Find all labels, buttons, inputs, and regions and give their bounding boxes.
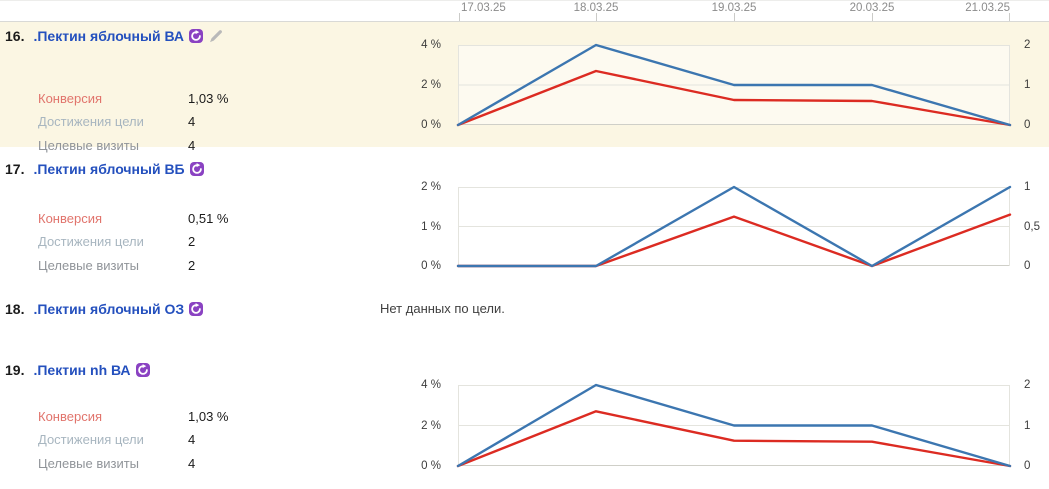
axis-tick bbox=[596, 13, 597, 21]
axis-tick bbox=[459, 13, 460, 21]
y-axis-tick-left: 0 % bbox=[421, 119, 441, 131]
y-axis-tick-right: 1 bbox=[1024, 79, 1031, 91]
goal-number: 16. bbox=[5, 27, 25, 44]
header-divider bbox=[0, 21, 1049, 22]
goal-link[interactable]: .Пектин яблочный ВБ bbox=[33, 160, 185, 177]
goal-number: 19. bbox=[5, 361, 25, 378]
axis-tick bbox=[734, 13, 735, 21]
y-axis-tick-right: 0 bbox=[1024, 460, 1031, 472]
y-axis-tick-left: 1 % bbox=[421, 220, 441, 233]
y-axis-tick-right: 0 bbox=[1024, 260, 1031, 272]
metric-value-goal-reaches: 2 bbox=[188, 234, 196, 249]
y-axis-tick-left: 0 % bbox=[421, 460, 441, 472]
goal-link[interactable]: .Пектин яблочный ВА bbox=[33, 27, 184, 44]
metric-label-goal-reaches: Достижения цели bbox=[38, 432, 144, 447]
edit-goal-icon[interactable] bbox=[209, 29, 223, 43]
goal-link[interactable]: .Пектин яблочный ОЗ bbox=[33, 300, 185, 317]
metric-label-goal-visits: Целевые визиты bbox=[38, 258, 140, 273]
y-axis-tick-right: 1 bbox=[1024, 419, 1031, 432]
y-axis-tick-right: 0,5 bbox=[1024, 220, 1040, 233]
y-axis-tick-left: 4 % bbox=[421, 379, 441, 391]
metric-value-goal-visits: 2 bbox=[188, 258, 196, 273]
metric-value-goal-reaches: 4 bbox=[188, 432, 196, 447]
retargeting-icon bbox=[188, 28, 203, 43]
date-label: 18.03.25 bbox=[573, 2, 619, 14]
y-axis-tick-left: 2 % bbox=[421, 181, 441, 193]
date-axis: 17.03.25 18.03.25 19.03.25 20.03.25 21.0… bbox=[0, 0, 1049, 21]
y-axis-tick-left: 2 % bbox=[421, 79, 441, 91]
no-data-message: Нет данных по цели. bbox=[380, 301, 505, 316]
metric-label-conversion: Конверсия bbox=[38, 211, 103, 226]
retargeting-icon bbox=[135, 362, 150, 377]
metric-label-conversion: Конверсия bbox=[38, 91, 103, 106]
y-axis-tick-right: 2 bbox=[1024, 39, 1031, 51]
metric-value-goal-visits: 4 bbox=[188, 138, 196, 153]
metric-value-conversion: 1,03 % bbox=[188, 409, 229, 424]
goal-number: 18. bbox=[5, 300, 25, 317]
goal-row-18: 18. .Пектин яблочный ОЗ Нет данных по це… bbox=[0, 282, 1049, 355]
goal-chart: 2 % 1 % 0 % 1 0,5 0 bbox=[421, 181, 1040, 272]
goal-row-17: 17. .Пектин яблочный ВБ Конверсия 0,51 %… bbox=[0, 147, 1049, 282]
y-axis-tick-left: 2 % bbox=[421, 419, 441, 432]
date-label: 21.03.25 bbox=[965, 2, 1010, 14]
goal-row-16: 16. .Пектин яблочный ВА Конверсия 1,03 %… bbox=[0, 22, 1049, 153]
metric-label-goal-reaches: Достижения цели bbox=[38, 114, 144, 129]
metric-label-goal-reaches: Достижения цели bbox=[38, 234, 144, 249]
metric-value-goal-reaches: 4 bbox=[188, 114, 196, 129]
goal-number: 17. bbox=[5, 160, 25, 177]
goal-link[interactable]: .Пектин nh ВА bbox=[33, 361, 131, 378]
date-label: 17.03.25 bbox=[461, 2, 506, 14]
metric-label-conversion: Конверсия bbox=[38, 409, 103, 424]
goal-row-19: 19. .Пектин nh ВА Конверсия 1,03 % Дости… bbox=[0, 355, 1049, 489]
y-axis-tick-right: 0 bbox=[1024, 119, 1031, 131]
metric-label-goal-visits: Целевые визиты bbox=[38, 456, 140, 471]
metric-label-goal-visits: Целевые визиты bbox=[38, 138, 140, 153]
metric-value-conversion: 0,51 % bbox=[188, 211, 229, 226]
date-label: 19.03.25 bbox=[711, 2, 757, 14]
metric-value-goal-visits: 4 bbox=[188, 456, 196, 471]
y-axis-tick-left: 4 % bbox=[421, 39, 441, 51]
metric-value-conversion: 1,03 % bbox=[188, 91, 229, 106]
date-label: 20.03.25 bbox=[849, 2, 895, 14]
axis-tick bbox=[872, 13, 873, 21]
goal-chart: 4 % 2 % 0 % 2 1 0 bbox=[421, 379, 1030, 472]
y-axis-tick-left: 0 % bbox=[421, 260, 441, 272]
y-axis-tick-right: 2 bbox=[1024, 379, 1031, 391]
axis-tick bbox=[1009, 13, 1010, 21]
top-hairline bbox=[0, 0, 1049, 1]
y-axis-tick-right: 1 bbox=[1024, 181, 1031, 193]
retargeting-icon bbox=[189, 301, 204, 316]
goal-chart: 4 % 2 % 0 % 2 1 0 bbox=[421, 39, 1030, 131]
retargeting-icon bbox=[189, 161, 204, 176]
